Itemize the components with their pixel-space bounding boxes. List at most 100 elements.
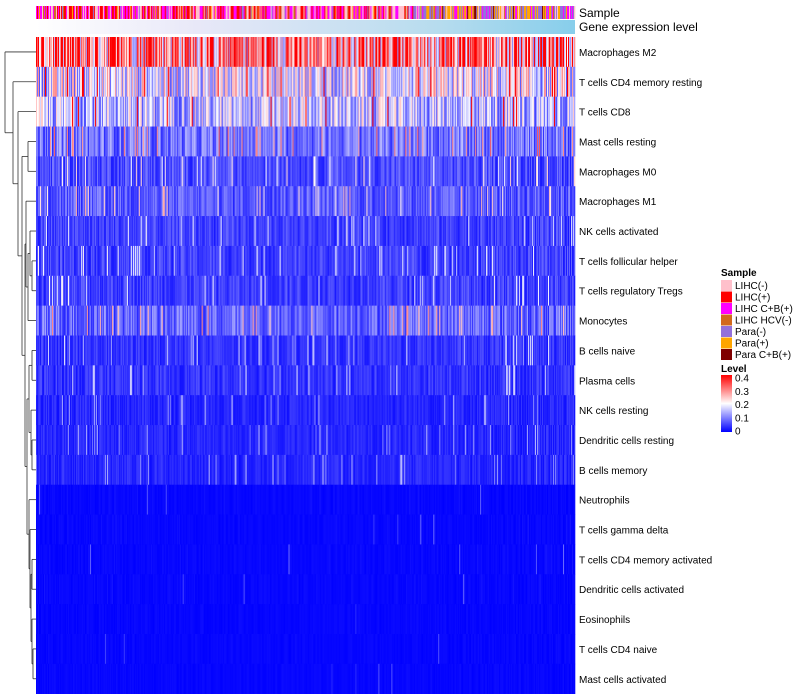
heatmap-cell <box>219 37 221 68</box>
heatmap-cell <box>201 37 203 68</box>
heatmap-cell <box>313 216 315 247</box>
heatmap-cell <box>463 186 465 217</box>
heatmap-cell <box>423 126 425 157</box>
heatmap-cell <box>229 186 231 217</box>
sample-annotation-cell <box>386 6 388 19</box>
heatmap-cell <box>572 37 574 68</box>
heatmap-cell <box>541 66 543 97</box>
heatmap-cell <box>456 37 458 68</box>
heatmap-cell <box>212 96 214 127</box>
heatmap-cell <box>179 37 182 68</box>
heatmap-cell <box>47 186 50 217</box>
heatmap-cell <box>45 96 48 127</box>
heatmap-cell <box>93 186 96 217</box>
heatmap-cell <box>73 66 76 97</box>
heatmap-cell <box>308 216 310 247</box>
heatmap-cell <box>392 126 394 157</box>
heatmap-cell <box>449 37 451 68</box>
sample-annotation-cell <box>547 6 549 19</box>
heatmap-cell <box>351 186 353 217</box>
heatmap-cell <box>72 186 75 217</box>
heatmap-cell <box>493 96 495 127</box>
sample-annotation-cell <box>63 6 66 19</box>
heatmap-cell <box>369 186 371 217</box>
heatmap-cell <box>308 156 310 187</box>
heatmap-cell <box>252 126 254 157</box>
sample-annotation-cell <box>571 6 573 19</box>
heatmap-cell <box>451 96 453 127</box>
heatmap-cell <box>345 66 347 97</box>
heatmap-cell <box>562 156 564 187</box>
heatmap-cell <box>77 275 80 306</box>
heatmap-cell <box>158 66 161 97</box>
heatmap-cell <box>143 156 146 187</box>
heatmap-cell <box>222 186 224 217</box>
heatmap-cell <box>273 186 275 217</box>
heatmap-cell <box>282 156 284 187</box>
heatmap-cell <box>343 156 345 187</box>
heatmap-cell <box>152 216 155 247</box>
heatmap-cell <box>266 156 268 187</box>
heatmap-cell <box>391 126 393 157</box>
heatmap-cell <box>53 245 56 277</box>
sample-annotation-cell <box>379 6 381 19</box>
heatmap-cell <box>555 186 557 217</box>
heatmap-cell <box>244 245 246 277</box>
heatmap-cell <box>545 216 547 247</box>
heatmap-cell <box>38 186 40 217</box>
heatmap-cell <box>210 96 212 127</box>
heatmap-cell <box>301 186 303 217</box>
heatmap-cell <box>235 96 237 127</box>
sample-annotation-cell <box>447 6 449 19</box>
sample-annotation-cell <box>305 6 307 19</box>
heatmap-cell <box>228 216 230 247</box>
heatmap-cell <box>321 245 323 277</box>
heatmap-cell <box>202 37 204 68</box>
heatmap-cell <box>207 126 209 157</box>
heatmap-cell <box>539 245 541 277</box>
heatmap-cell <box>442 156 444 187</box>
sample-annotation-label: Sample <box>579 6 620 20</box>
heatmap-cell <box>269 96 271 127</box>
heatmap-cell <box>271 216 273 247</box>
heatmap-cell <box>144 156 147 187</box>
heatmap-cell <box>181 216 184 247</box>
heatmap-cell <box>451 216 453 247</box>
heatmap-cell <box>217 216 219 247</box>
sample-annotation-cell <box>526 6 528 19</box>
heatmap-cell <box>466 156 468 187</box>
sample-annotation-cell <box>528 6 530 19</box>
heatmap-cell <box>149 156 152 187</box>
heatmap-cell <box>515 156 517 187</box>
sample-annotation-cell <box>521 6 523 19</box>
heatmap-cell <box>251 66 253 97</box>
heatmap-cell <box>237 245 239 277</box>
heatmap-cell <box>157 126 160 157</box>
heatmap-cell <box>514 126 516 157</box>
heatmap-cell <box>221 186 223 217</box>
heatmap-cell <box>119 186 122 217</box>
heatmap-cell <box>559 245 561 277</box>
heatmap-cell <box>37 216 39 247</box>
heatmap-cell <box>358 96 360 127</box>
heatmap-cell <box>404 96 406 127</box>
heatmap-cell <box>126 126 129 157</box>
heatmap-cell <box>69 245 72 277</box>
heatmap-cell <box>232 186 234 217</box>
heatmap-cell <box>53 126 56 157</box>
sample-annotation-cell <box>147 6 150 19</box>
heatmap-cell <box>95 245 98 277</box>
heatmap-cell <box>513 156 515 187</box>
heatmap-cell <box>205 126 207 157</box>
heatmap-cell <box>489 37 491 68</box>
heatmap-cell <box>340 216 342 247</box>
heatmap-cell <box>364 216 366 247</box>
heatmap-cell <box>502 216 504 247</box>
heatmap-cell <box>391 186 393 217</box>
heatmap-cell <box>290 66 292 97</box>
heatmap-cell <box>340 186 342 217</box>
heatmap-cell <box>422 245 424 277</box>
sample-annotation-cell <box>152 6 155 19</box>
heatmap-cell <box>513 96 515 127</box>
sample-annotation-cell <box>153 6 156 19</box>
